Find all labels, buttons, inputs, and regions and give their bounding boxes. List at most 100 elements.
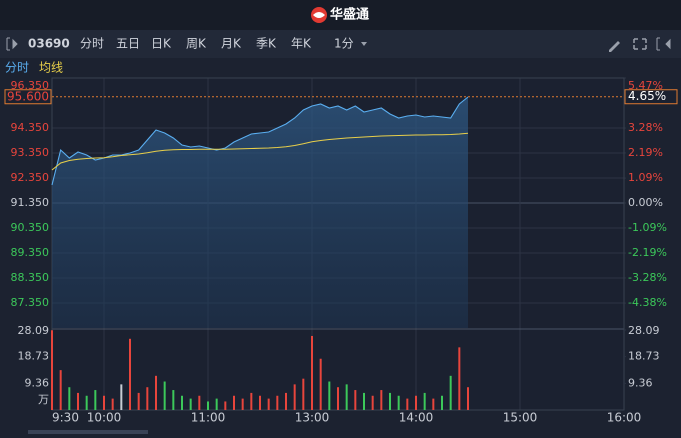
volume-bar (163, 381, 166, 410)
volume-bar (267, 398, 270, 410)
scroll-thumb[interactable] (28, 430, 148, 434)
volume-bar (441, 395, 443, 410)
volume-tick-label-right: 18.73 (628, 350, 660, 363)
y-tick-label: 94.350 (11, 121, 50, 134)
volume-bar (94, 390, 97, 410)
volume-bar (432, 398, 435, 410)
volume-bar (458, 347, 461, 410)
volume-bar (68, 387, 71, 410)
volume-bar (120, 384, 123, 410)
title-bar (0, 0, 681, 30)
volume-bar (354, 390, 357, 410)
volume-bar (397, 395, 400, 410)
volume-bar (380, 390, 383, 410)
expand-icon[interactable] (656, 37, 671, 51)
volume-bar (328, 381, 331, 410)
y2-tick-label: 1.09% (628, 171, 663, 184)
volume-bar (389, 392, 391, 410)
y-tick-label: 91.350 (11, 196, 50, 209)
y-tick-label: 93.350 (11, 146, 50, 159)
last-change-box (624, 89, 678, 105)
price-area (52, 97, 468, 328)
tab[interactable]: 五日 (116, 37, 140, 51)
y2-tick-label: 2.19% (628, 146, 663, 159)
volume-tick-label-left: 28.09 (18, 324, 50, 337)
y2-tick-label: 5.47% (628, 79, 663, 92)
volume-bar (224, 401, 227, 410)
volume-bar (467, 387, 469, 410)
toolbar (0, 30, 681, 58)
volume-tick-label-left: 9.36 (25, 376, 50, 389)
volume-bar (259, 395, 261, 410)
y-tick-label: 96.350 (11, 79, 50, 92)
fullscreen-icon[interactable] (633, 38, 647, 50)
x-tick-label: 16:00 (607, 411, 642, 425)
x-tick-label: 9:30 (52, 411, 79, 425)
volume-unit: 万 (38, 393, 49, 406)
y2-tick-label: -4.38% (628, 296, 667, 309)
stock-code: 03690 (28, 37, 70, 51)
volume-tick-label-right: 28.09 (628, 324, 660, 337)
y-tick-label: 88.350 (11, 271, 50, 284)
draw-icon[interactable] (609, 41, 620, 52)
y2-tick-label: 3.28% (628, 121, 663, 134)
tab[interactable]: 年K (291, 37, 312, 51)
volume-bar (51, 330, 53, 410)
y2-tick-label: 0.00% (628, 196, 663, 209)
x-tick-label: 14:00 (399, 411, 434, 425)
tab[interactable]: 周K (186, 37, 207, 51)
average-line (51, 132, 469, 171)
volume-bar (85, 395, 88, 410)
volume-bar (198, 395, 201, 410)
y-tick-label: 90.350 (11, 221, 50, 234)
volume-bar (345, 384, 348, 410)
volume-tick-label-right: 9.36 (628, 376, 653, 389)
logo-mark (313, 12, 325, 18)
collapse-icon[interactable] (6, 37, 18, 51)
dropdown-arrow[interactable] (361, 42, 367, 46)
legend-bar (0, 58, 681, 78)
volume-bar (111, 398, 114, 410)
volume-bar (363, 392, 365, 410)
legend-entry: 均线 (39, 61, 63, 75)
x-tick-label: 11:00 (191, 411, 226, 425)
tab[interactable]: 季K (256, 37, 277, 51)
legend: 分时 均线 (5, 61, 63, 75)
app-title: 华盛通 (330, 7, 369, 23)
volume-bar (285, 392, 287, 410)
y2-tick-label: -1.09% (628, 221, 667, 234)
tab[interactable]: 月K (221, 37, 242, 51)
y-tick-label: 92.350 (11, 171, 50, 184)
y2-tick-label: -3.28% (628, 271, 667, 284)
x-tick-label: 10:00 (87, 411, 122, 425)
volume-bar (293, 384, 296, 410)
volume-bar (371, 395, 374, 410)
volume-bar (250, 392, 253, 410)
tabs: 分时 五日 日K 周K 月K 季K 年K (80, 37, 312, 51)
tab[interactable]: 分时 (80, 37, 104, 51)
x-tick-label: 15:00 (503, 411, 538, 425)
volume-bar (415, 395, 417, 410)
tab[interactable]: 日K (151, 37, 172, 51)
volume-bar (189, 398, 192, 410)
last-price-label: 95.600 (7, 89, 49, 103)
x-tick-label: 13:00 (295, 411, 330, 425)
volume-bar (276, 395, 279, 410)
volume-bar (59, 370, 62, 410)
last-change-label: 4.65% (628, 89, 666, 103)
volume-bar (311, 335, 313, 410)
y-tick-label: 89.350 (11, 246, 50, 259)
y2-tick-label: -2.19% (628, 246, 667, 259)
volume-bar (146, 387, 149, 410)
volume-bar (129, 338, 131, 410)
volume-bar (172, 390, 175, 410)
volume-bar (319, 358, 322, 410)
last-price-box (4, 89, 52, 105)
volume-bar (241, 398, 244, 410)
volume-bar (406, 398, 409, 410)
volume-bar (449, 375, 452, 410)
volume-bar (337, 387, 339, 410)
volume-bar (215, 398, 218, 410)
interval[interactable]: 1分 (334, 37, 354, 51)
legend-entry: 分时 (5, 61, 29, 75)
